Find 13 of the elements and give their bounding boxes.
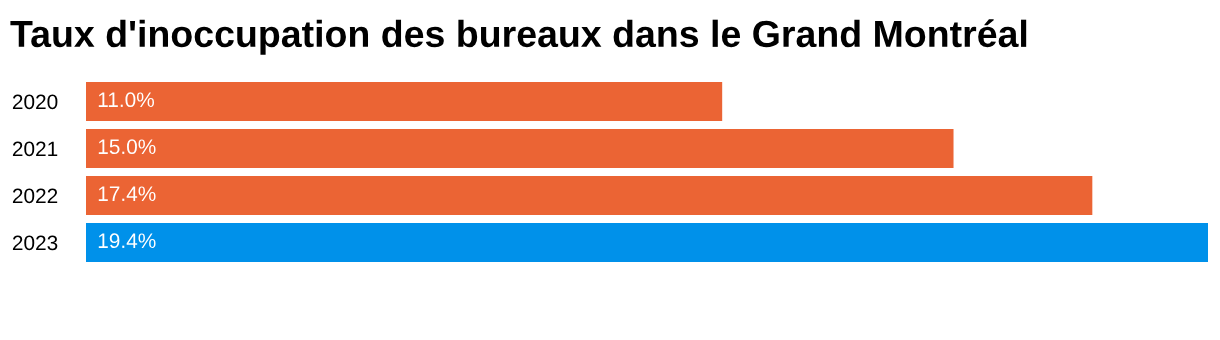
bar — [86, 128, 954, 168]
data-label: 17.4% — [98, 186, 156, 202]
chart-title: Taux d'inoccupation des bureaux dans le Grand Montréal — [10, 19, 1027, 55]
bar — [86, 82, 723, 121]
y-tick-label: 2021 — [12, 141, 58, 157]
data-label: 11.0% — [98, 92, 155, 108]
bar — [86, 222, 1208, 262]
y-tick-label: 2023 — [12, 235, 58, 251]
y-tick-label: 2022 — [12, 188, 58, 204]
bar — [86, 175, 1093, 215]
y-tick-label: 2020 — [12, 94, 58, 110]
data-label: 19.4% — [98, 233, 156, 249]
data-label: 15.0% — [98, 139, 156, 155]
